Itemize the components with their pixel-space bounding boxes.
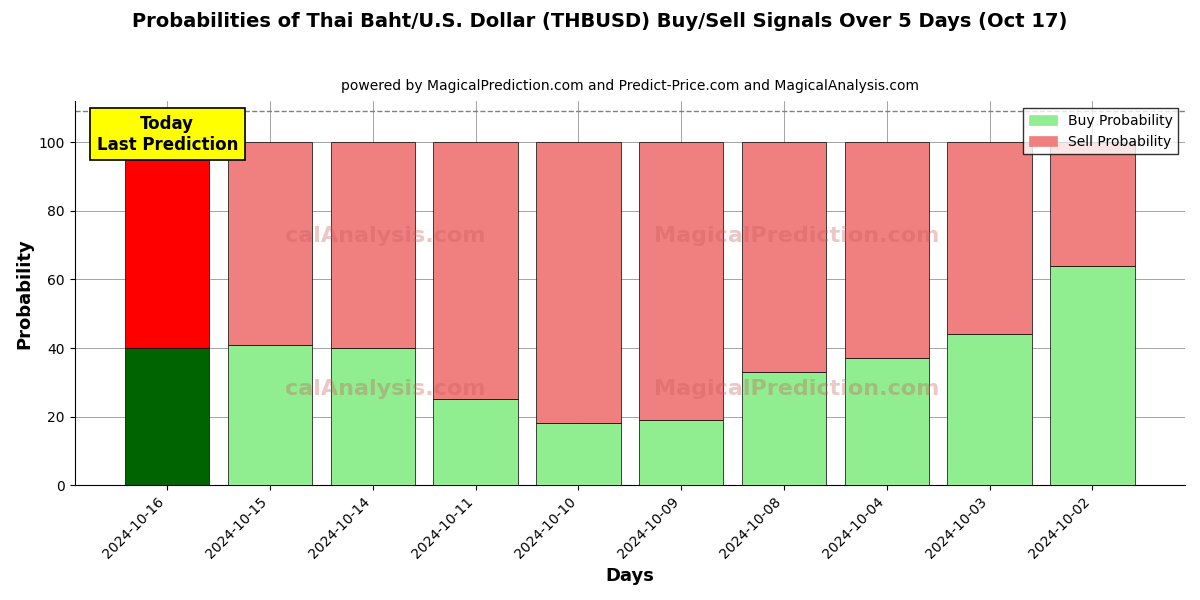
Bar	[640, 142, 724, 420]
Bar	[125, 142, 210, 348]
Bar	[742, 372, 826, 485]
Text: calAnalysis.com: calAnalysis.com	[286, 379, 486, 399]
Bar	[845, 142, 929, 358]
Bar	[845, 358, 929, 485]
Bar	[433, 142, 517, 400]
Bar	[228, 344, 312, 485]
Bar	[125, 348, 210, 485]
Bar	[536, 424, 620, 485]
Bar	[331, 142, 415, 348]
Y-axis label: Probability: Probability	[16, 238, 34, 349]
Bar	[536, 142, 620, 424]
X-axis label: Days: Days	[605, 567, 654, 585]
Text: calAnalysis.com: calAnalysis.com	[286, 226, 486, 245]
Bar	[1050, 142, 1134, 266]
Legend: Buy Probability, Sell Probability: Buy Probability, Sell Probability	[1024, 108, 1178, 154]
Bar	[433, 400, 517, 485]
Text: Probabilities of Thai Baht/U.S. Dollar (THBUSD) Buy/Sell Signals Over 5 Days (Oc: Probabilities of Thai Baht/U.S. Dollar (…	[132, 12, 1068, 31]
Text: MagicalPrediction.com: MagicalPrediction.com	[654, 379, 940, 399]
Bar	[1050, 266, 1134, 485]
Bar	[331, 348, 415, 485]
Bar	[640, 420, 724, 485]
Text: MagicalPrediction.com: MagicalPrediction.com	[654, 226, 940, 245]
Bar	[742, 142, 826, 372]
Bar	[948, 142, 1032, 334]
Bar	[228, 142, 312, 344]
Text: Today
Last Prediction: Today Last Prediction	[96, 115, 238, 154]
Bar	[948, 334, 1032, 485]
Title: powered by MagicalPrediction.com and Predict-Price.com and MagicalAnalysis.com: powered by MagicalPrediction.com and Pre…	[341, 79, 919, 93]
